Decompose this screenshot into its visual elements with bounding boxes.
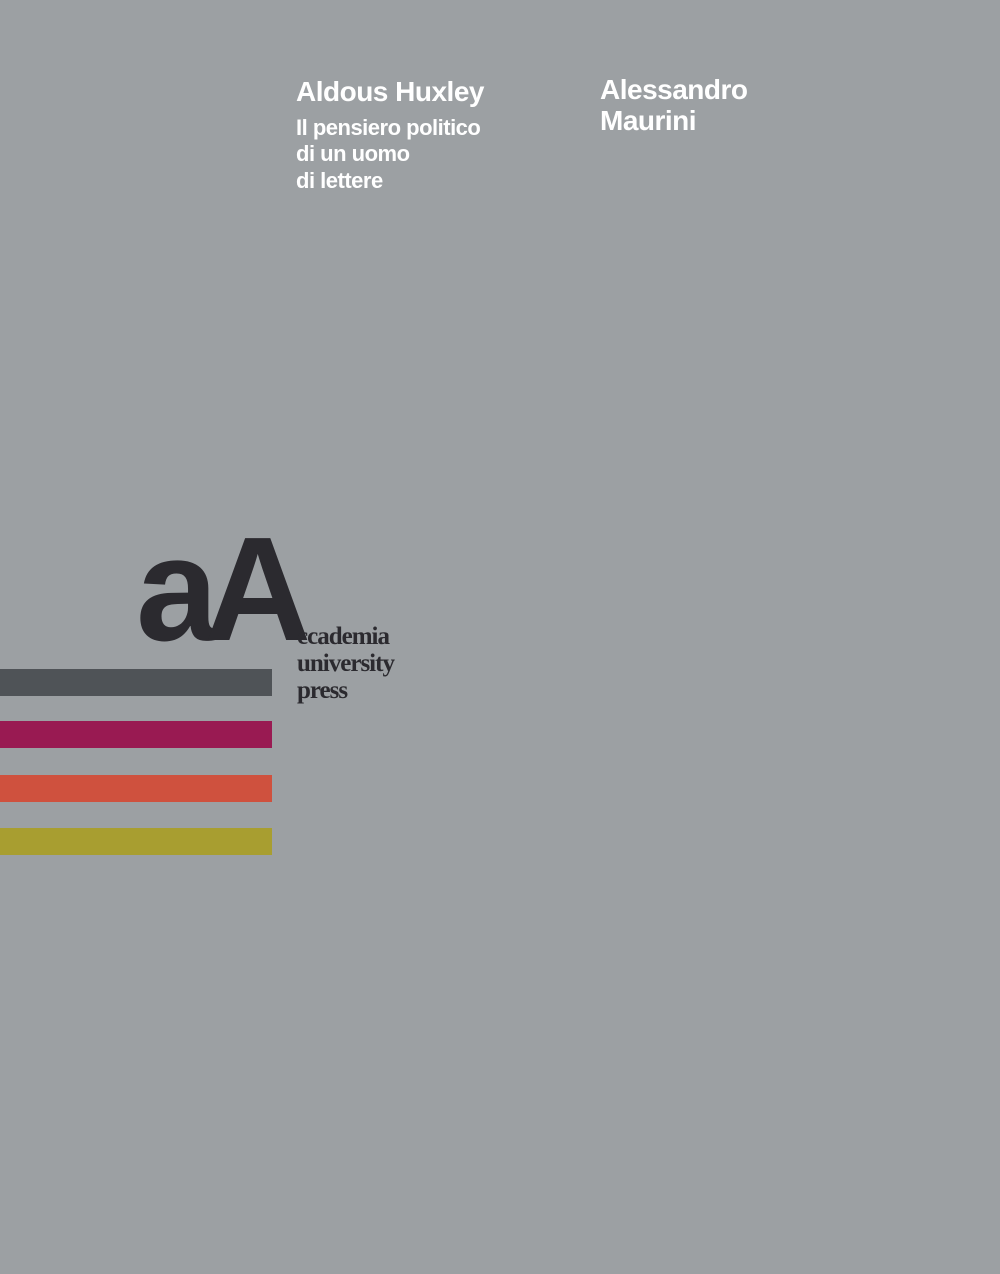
book-title: Aldous Huxley: [296, 76, 484, 107]
subtitle-line-2: di un uomo: [296, 141, 410, 166]
publisher-logo-mark: aA: [136, 507, 311, 672]
subtitle-line-3: di lettere: [296, 168, 383, 193]
subtitle-line-1: Il pensiero politico: [296, 115, 481, 140]
decorative-bar-magenta: [0, 721, 272, 748]
publisher-name-line-3: press: [297, 677, 348, 704]
publisher-name-line-1: ccademia: [297, 623, 390, 650]
publisher-name-line-2: university: [297, 650, 395, 677]
decorative-bar-olive: [0, 828, 272, 855]
author-last-name: Maurini: [600, 105, 697, 136]
author-first-name: Alessandro: [600, 74, 748, 105]
decorative-bar-orange: [0, 775, 272, 802]
decorative-bar-gray: [0, 669, 272, 696]
